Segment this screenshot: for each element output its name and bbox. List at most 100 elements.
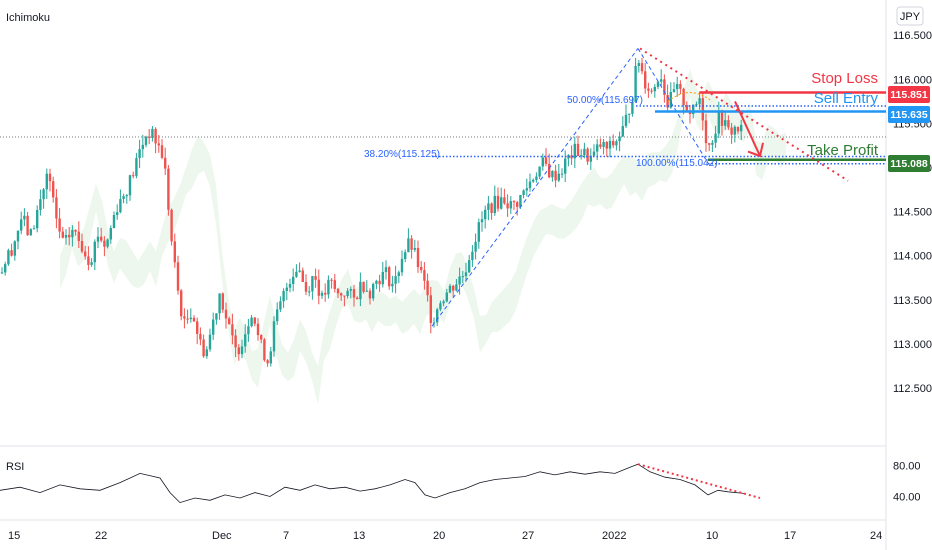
fib-swing-up	[431, 48, 639, 327]
candle-body	[599, 144, 602, 147]
candle-body	[660, 79, 663, 82]
candle-body	[490, 203, 493, 214]
candle-body	[503, 197, 506, 204]
candle-body	[42, 189, 45, 200]
candle-body	[4, 264, 7, 273]
candle-body	[132, 175, 135, 177]
candle-body	[372, 283, 375, 299]
candle-body	[560, 173, 564, 175]
candle-body	[429, 295, 432, 323]
candle-body	[356, 297, 359, 300]
candle-body	[442, 301, 445, 304]
candle-body	[109, 228, 112, 240]
candle-body	[612, 140, 615, 146]
candle-body	[663, 79, 666, 95]
candle-body	[730, 127, 733, 135]
candle-body	[736, 126, 740, 132]
svg-text:115.635: 115.635	[890, 109, 928, 121]
candle-body	[269, 351, 272, 364]
candle-body	[100, 236, 103, 241]
candle-body	[487, 203, 490, 210]
candle-body	[589, 155, 592, 162]
candle-body	[87, 256, 90, 265]
price-axis-ticks: 116.500116.000115.500115.000114.500114.0…	[893, 30, 932, 395]
candle-body	[320, 292, 324, 296]
x-tick-label: 27	[522, 530, 534, 542]
candle-body	[653, 86, 656, 92]
candle-body	[167, 168, 170, 210]
stop-loss-price-tag: 115.851	[888, 86, 930, 103]
candle-body	[458, 276, 461, 285]
candle-body	[397, 272, 400, 276]
candle-body	[650, 90, 653, 92]
candle-body	[189, 317, 192, 320]
candle-body	[272, 321, 276, 352]
candle-body	[695, 104, 698, 106]
candle-body	[276, 309, 279, 322]
ichimoku-cloud	[60, 69, 786, 405]
candle-body	[327, 279, 330, 295]
candle-body	[324, 292, 327, 295]
stop-loss-label: Stop Loss	[811, 70, 878, 87]
candle-body	[84, 251, 87, 257]
candle-body	[80, 241, 84, 252]
candle-body	[618, 136, 621, 142]
candle-body	[292, 276, 295, 284]
candle-body	[624, 114, 628, 127]
candle-body	[343, 295, 346, 297]
candle-body	[64, 235, 68, 238]
candle-body	[52, 181, 55, 198]
candle-body	[692, 104, 695, 114]
candle-body	[237, 347, 240, 355]
resistance-trendline	[639, 47, 849, 182]
candle-body	[628, 113, 631, 115]
candle-body	[151, 128, 154, 138]
candle-body	[605, 142, 608, 149]
candle-body	[135, 158, 138, 176]
sell-arrow-shaft	[734, 100, 761, 157]
candle-body	[496, 195, 500, 209]
price-pattern-arc	[667, 92, 713, 102]
candle-body	[544, 157, 548, 164]
candle-body	[71, 229, 74, 238]
candle-body	[260, 335, 263, 340]
candle-body	[333, 280, 336, 289]
candle-body	[452, 285, 455, 291]
candle-body	[384, 267, 388, 272]
candle-body	[512, 201, 516, 203]
indicator-label-rsi[interactable]: RSI	[6, 461, 24, 473]
candle-body	[359, 281, 362, 300]
candle-body	[16, 230, 20, 242]
candle-body	[554, 170, 557, 181]
candle-body	[138, 149, 141, 159]
candle-body	[231, 324, 234, 336]
candle-body	[180, 290, 183, 317]
candle-body	[250, 317, 253, 327]
rsi-tick-label: 40.00	[893, 491, 921, 503]
currency-box[interactable]	[896, 6, 924, 26]
candle-body	[90, 262, 93, 265]
sell-arrow-head	[747, 142, 764, 158]
candle-body	[224, 309, 228, 319]
x-tick-label: 24	[870, 530, 882, 542]
candle-body	[548, 163, 551, 178]
candle-body	[154, 128, 157, 144]
indicator-label-ichimoku[interactable]: Ichimoku	[6, 12, 50, 24]
candle-body	[698, 98, 701, 105]
cloud-shape	[60, 69, 786, 405]
candle-body	[388, 267, 391, 287]
candle-body	[733, 126, 736, 135]
candle-body	[128, 175, 132, 196]
candle-body	[679, 84, 682, 89]
candle-body	[308, 291, 311, 293]
candle-body	[480, 219, 484, 223]
candle-body	[346, 290, 349, 296]
candle-body	[672, 89, 676, 92]
candle-body	[708, 143, 711, 145]
candle-body	[7, 250, 10, 265]
candle-body	[119, 199, 122, 213]
candle-body	[647, 88, 650, 91]
candle-body	[10, 250, 13, 256]
fib-100-label: 100.00%(115.042)	[636, 158, 718, 169]
